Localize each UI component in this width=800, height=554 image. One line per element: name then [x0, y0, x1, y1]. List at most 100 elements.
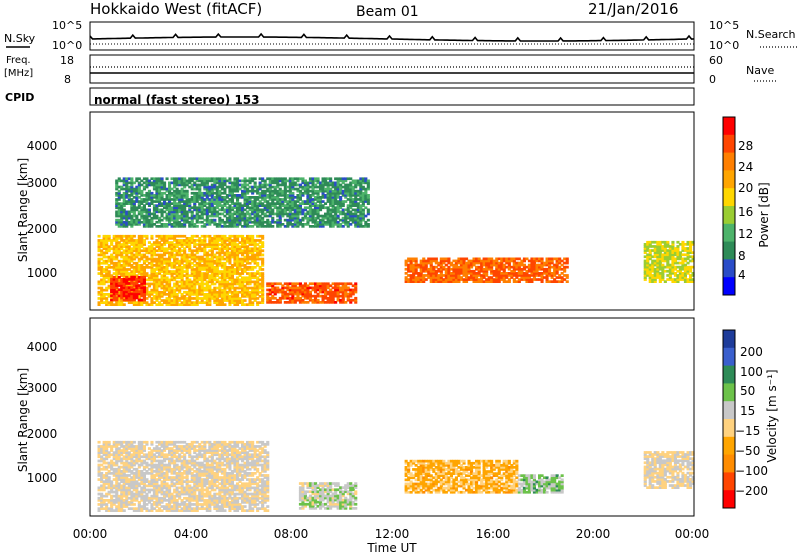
data-cell — [115, 282, 119, 285]
data-cell — [155, 196, 159, 199]
power-data — [97, 177, 695, 306]
data-cell — [112, 292, 116, 296]
data-cell — [527, 278, 531, 281]
data-cell — [183, 225, 187, 228]
data-cell — [336, 298, 340, 302]
data-cell — [218, 293, 222, 296]
data-cell — [152, 210, 156, 214]
data-cell — [102, 253, 106, 257]
data-cell — [658, 261, 662, 265]
data-cell — [213, 198, 217, 201]
data-cell — [288, 177, 292, 181]
data-cell — [253, 220, 257, 224]
data-cell — [208, 278, 212, 282]
data-cell — [195, 290, 199, 294]
data-cell — [218, 212, 222, 216]
data-cell — [142, 286, 146, 289]
data-cell — [173, 249, 177, 253]
data-cell — [331, 194, 335, 197]
data-cell — [308, 202, 312, 205]
data-cell — [258, 220, 262, 224]
data-cell — [117, 208, 121, 212]
data-cell — [535, 263, 539, 267]
data-cell — [173, 299, 177, 302]
data-cell — [258, 301, 262, 304]
data-cell — [107, 303, 111, 306]
data-cell — [278, 223, 282, 226]
data-cell — [671, 257, 675, 261]
data-cell — [492, 278, 496, 281]
data-cell — [137, 286, 141, 289]
data-cell — [97, 297, 101, 300]
data-cell — [175, 198, 179, 201]
data-cell — [527, 259, 531, 263]
data-cell — [462, 274, 466, 277]
data-cell — [175, 204, 179, 207]
data-cell — [97, 290, 101, 294]
data-cell — [339, 206, 343, 210]
data-cell — [686, 253, 690, 257]
data-cell — [160, 243, 164, 246]
data-cell — [160, 295, 164, 298]
data-cell — [158, 284, 162, 288]
data-cell — [115, 272, 119, 275]
data-cell — [251, 288, 255, 292]
data-cell — [150, 218, 154, 222]
data-cell — [180, 259, 184, 263]
data-cell — [668, 265, 672, 269]
data-cell — [351, 218, 355, 222]
data-cell — [258, 272, 262, 275]
data-cell — [193, 259, 197, 263]
data-cell — [266, 177, 270, 181]
data-cell — [188, 282, 192, 286]
data-cell — [137, 243, 141, 246]
data-cell — [482, 257, 486, 261]
data-cell — [210, 290, 214, 294]
data-cell — [185, 293, 189, 296]
data-cell — [213, 295, 217, 298]
data-cell — [359, 208, 363, 212]
data-cell — [132, 292, 136, 296]
data-cell — [681, 253, 685, 257]
data-cell — [314, 183, 318, 187]
data-cell — [122, 187, 126, 191]
data-cell — [122, 266, 126, 269]
data-cell — [233, 255, 237, 259]
data-cell — [281, 214, 285, 218]
data-cell — [256, 243, 260, 246]
data-cell — [334, 183, 338, 187]
data-cell — [276, 210, 280, 214]
data-cell — [424, 269, 428, 273]
data-cell — [142, 259, 146, 263]
data-cell — [230, 212, 234, 216]
data-cell — [248, 257, 252, 261]
data-cell — [432, 259, 436, 263]
data-cell — [316, 292, 320, 296]
data-cell — [220, 177, 224, 181]
data-cell — [308, 177, 312, 181]
data-cell — [243, 198, 247, 201]
data-cell — [326, 216, 330, 220]
data-cell — [646, 245, 650, 248]
data-cell — [276, 223, 280, 226]
data-cell — [208, 303, 212, 306]
data-cell — [178, 177, 182, 181]
data-cell — [243, 237, 247, 240]
data-cell — [137, 280, 141, 283]
data-cell — [288, 181, 292, 185]
data-cell — [130, 202, 134, 205]
data-cell — [198, 204, 202, 207]
data-cell — [653, 255, 657, 259]
data-cell — [676, 261, 680, 265]
data-cell — [168, 189, 172, 193]
data-cell — [331, 294, 335, 298]
data-cell — [351, 181, 355, 185]
data-cell — [319, 185, 323, 189]
data-cell — [258, 266, 262, 269]
data-cell — [447, 276, 451, 279]
data-cell — [130, 206, 134, 210]
data-cell — [115, 292, 119, 296]
data-cell — [351, 290, 355, 294]
data-cell — [238, 241, 242, 244]
data-cell — [336, 194, 340, 197]
